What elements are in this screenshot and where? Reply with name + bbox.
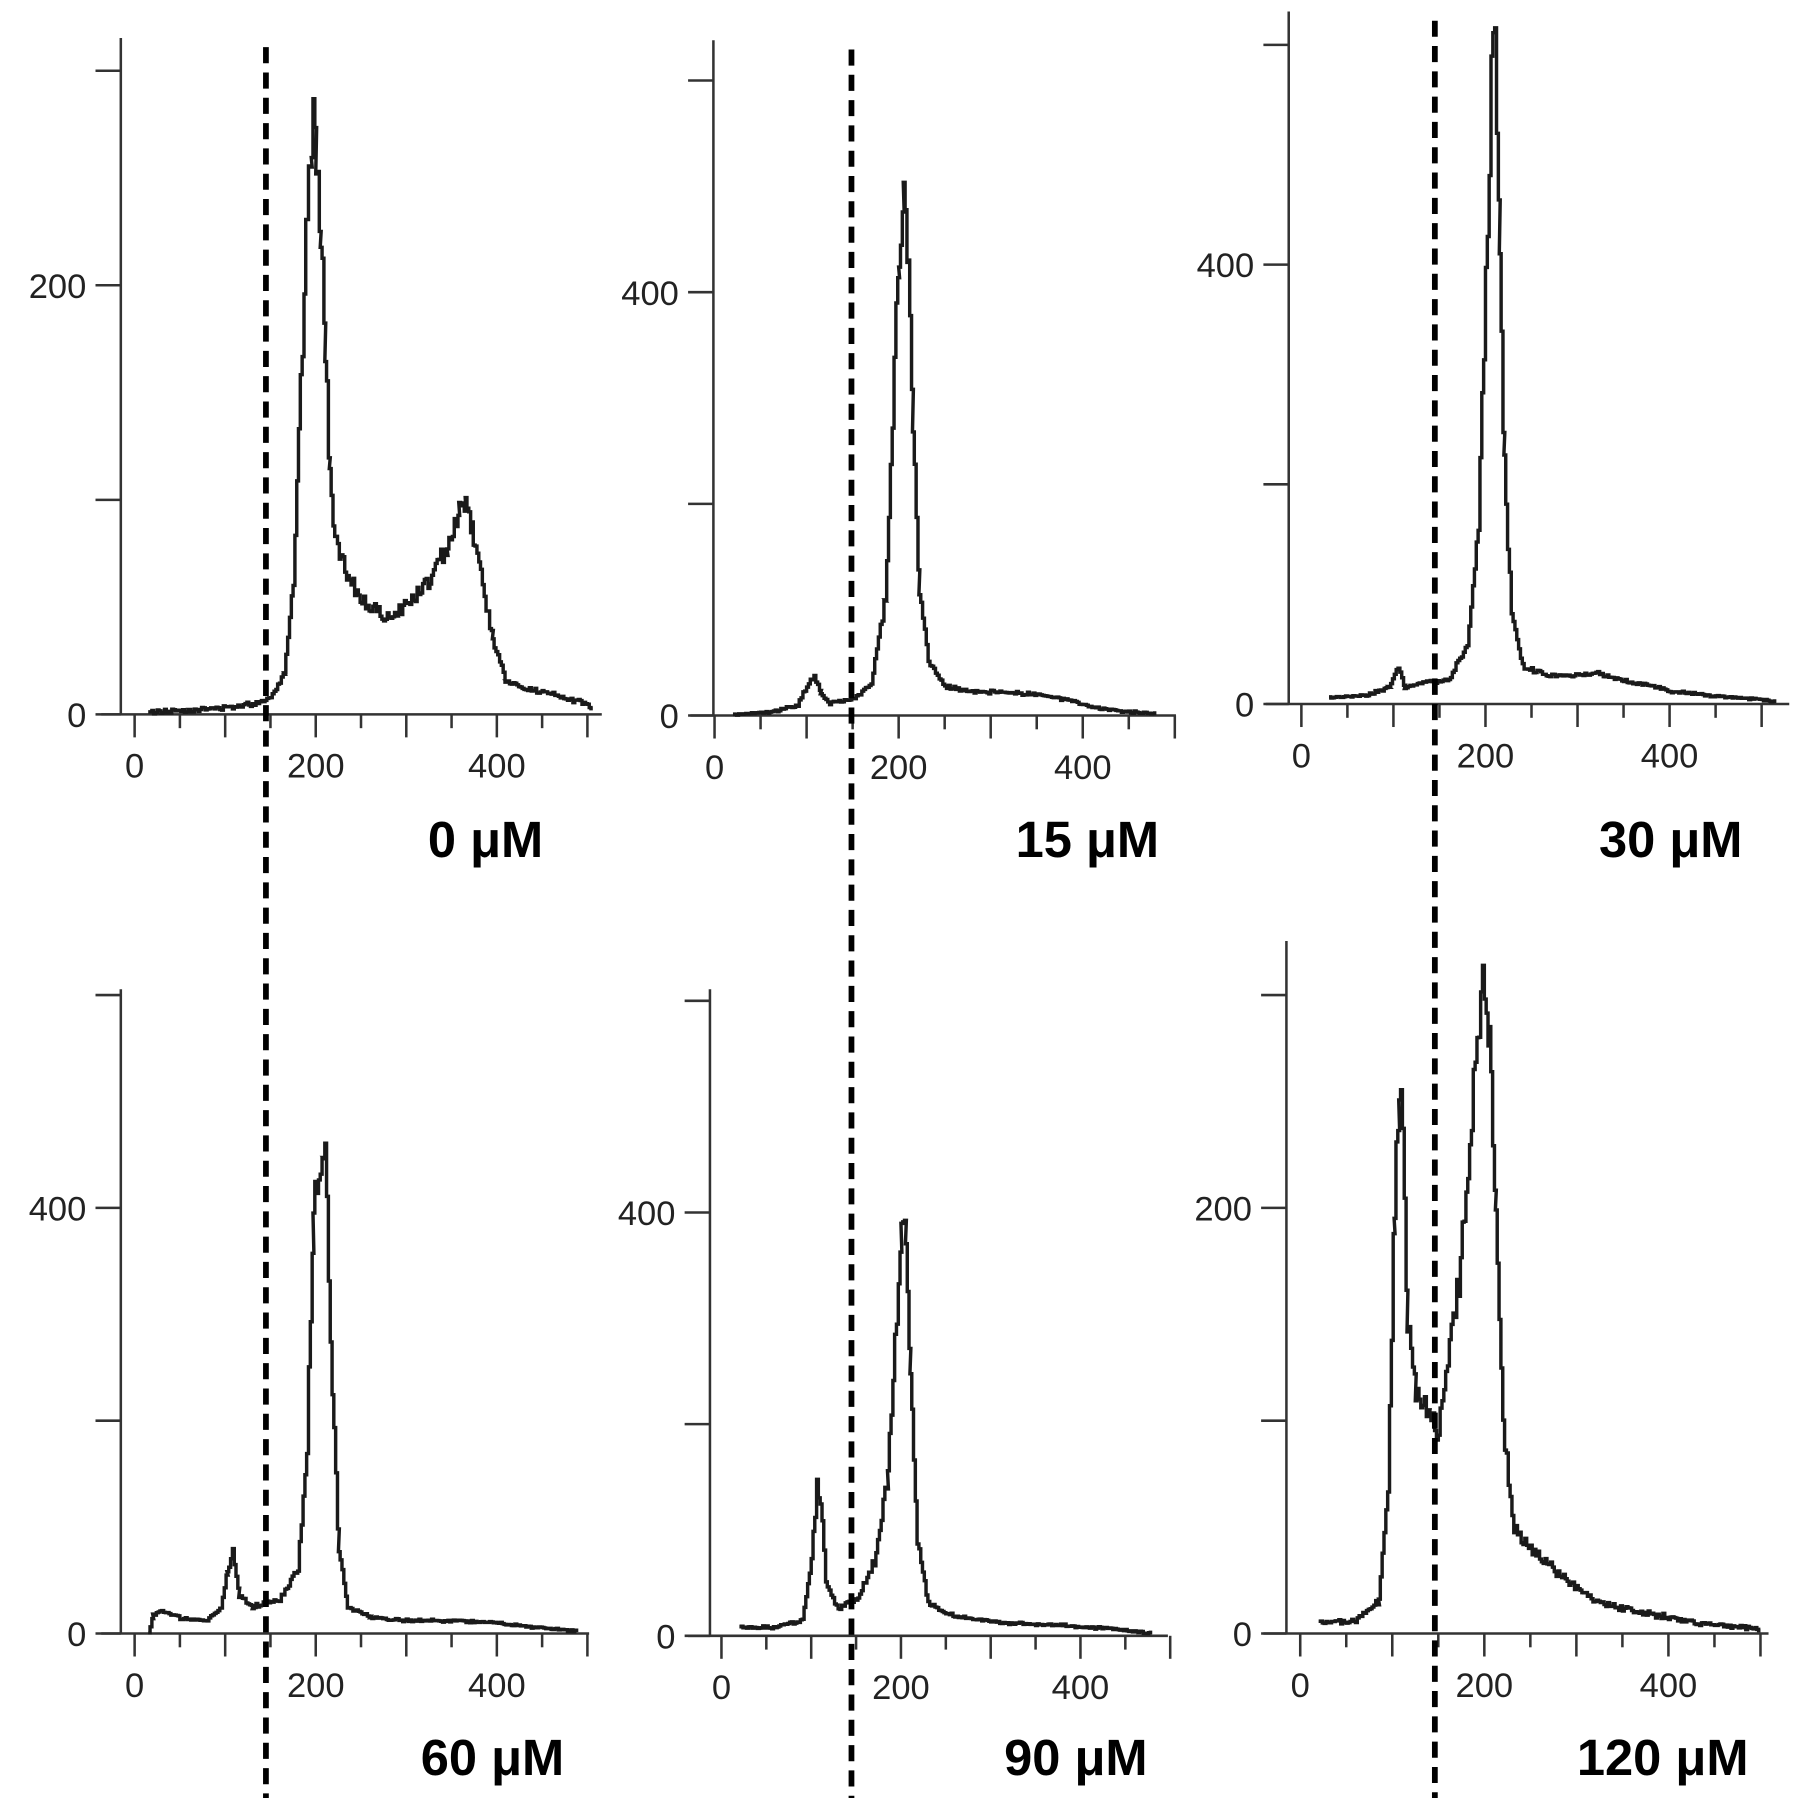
x-tick-label: 400 [1054, 749, 1112, 787]
y-tick-label: 200 [29, 268, 87, 306]
histogram-trace [148, 1141, 579, 1635]
x-tick-label: 200 [1457, 737, 1515, 775]
x-tick-label: 200 [287, 1667, 345, 1705]
y-tick-label: 0 [1235, 687, 1254, 725]
x-tick-label: 400 [468, 1667, 526, 1705]
concentration-label: 15 μM [1016, 811, 1160, 868]
y-tick-label: 0 [660, 698, 679, 736]
x-tick-label: 0 [705, 749, 724, 787]
histogram-trace [1328, 26, 1777, 704]
concentration-label: 90 μM [1004, 1729, 1148, 1786]
y-tick-label: 400 [1197, 247, 1255, 285]
x-tick-label: 0 [125, 1667, 144, 1705]
histogram-panel-5: 0 200 400 0 200 120 μM [1194, 940, 1769, 1786]
histogram-trace [739, 1218, 1153, 1636]
x-tick-label: 400 [1641, 737, 1699, 775]
y-tick-label: 0 [1233, 1616, 1252, 1654]
x-tick-label: 0 [125, 748, 144, 786]
x-tick-label: 200 [870, 749, 928, 787]
histogram-panel-1: 0 200 400 0 400 15 μM [621, 40, 1177, 868]
x-tick-label: 200 [1456, 1667, 1514, 1705]
concentration-label: 0 μM [428, 811, 543, 868]
x-tick-label: 400 [1052, 1669, 1110, 1707]
x-tick-label: 0 [1292, 737, 1311, 775]
y-tick-label: 200 [1194, 1191, 1252, 1229]
y-tick-label: 0 [656, 1618, 675, 1656]
x-tick-label: 200 [287, 748, 345, 786]
y-tick-label: 0 [67, 1616, 86, 1654]
x-tick-label: 0 [1291, 1667, 1310, 1705]
x-tick-label: 400 [468, 748, 526, 786]
y-tick-label: 400 [29, 1191, 87, 1229]
histogram-panel-0: 0 200 400 0 200 0 μM [29, 37, 602, 868]
histogram-panel-4: 0 200 400 0 400 90 μM [618, 989, 1172, 1786]
y-tick-label: 400 [618, 1195, 676, 1233]
concentration-label: 30 μM [1599, 811, 1743, 868]
y-tick-label: 0 [67, 697, 86, 735]
histogram-trace [148, 96, 593, 716]
histogram-panel-3: 0 200 400 0 400 60 μM [29, 989, 590, 1786]
concentration-label: 120 μM [1577, 1729, 1749, 1786]
y-tick-label: 400 [621, 275, 679, 313]
x-tick-label: 0 [712, 1669, 731, 1707]
concentration-label: 60 μM [421, 1729, 565, 1786]
histogram-trace [732, 180, 1157, 717]
x-tick-label: 400 [1640, 1667, 1698, 1705]
x-tick-label: 200 [872, 1669, 930, 1707]
histogram-trace [1318, 963, 1761, 1633]
histogram-panel-2: 0 200 400 0 400 30 μM [1197, 11, 1790, 868]
